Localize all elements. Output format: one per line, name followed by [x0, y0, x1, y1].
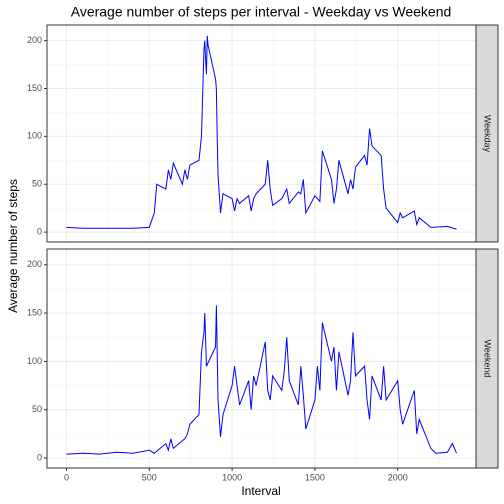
x-tick-label: 2000 — [388, 472, 408, 482]
strip-background — [475, 248, 499, 469]
y-tick-label: 200 — [27, 259, 42, 269]
x-tick-label: 1000 — [222, 472, 242, 482]
y-tick-label: 150 — [27, 307, 42, 317]
panel-background — [47, 25, 476, 242]
chart-title: Average number of steps per interval - W… — [71, 4, 452, 20]
y-tick-label: 150 — [27, 83, 42, 93]
y-tick-label: 0 — [37, 227, 42, 237]
y-axis-title: Average number of steps — [6, 179, 20, 313]
y-tick-label: 100 — [27, 131, 42, 141]
strip-background — [475, 24, 499, 243]
data-line — [66, 35, 457, 230]
x-tick-label: 500 — [142, 472, 157, 482]
data-line — [66, 305, 457, 455]
strip-label: Weekend — [483, 340, 493, 378]
y-tick-label: 50 — [32, 404, 42, 414]
y-tick-label: 200 — [27, 35, 42, 45]
x-tick-label: 0 — [64, 472, 69, 482]
x-axis-title: Interval — [241, 484, 280, 498]
strip-label: Weekday — [483, 115, 493, 153]
y-tick-label: 100 — [27, 356, 42, 366]
y-tick-label: 0 — [37, 452, 42, 462]
y-tick-label: 50 — [32, 179, 42, 189]
x-tick-label: 1500 — [305, 472, 325, 482]
